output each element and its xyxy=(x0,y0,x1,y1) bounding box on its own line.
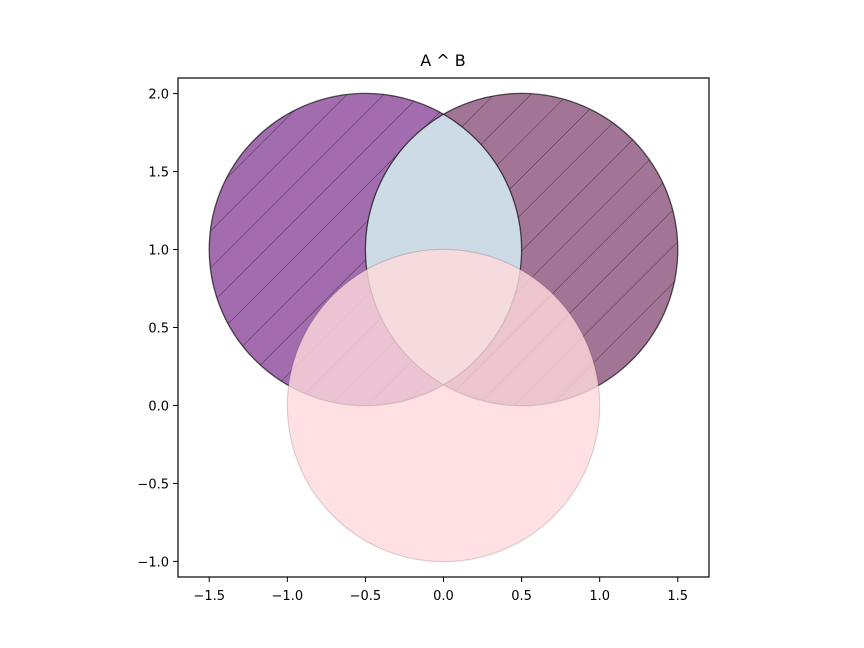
x-tick-label: 0.5 xyxy=(511,589,532,604)
circle-c xyxy=(286,248,601,563)
y-tick-label: −0.5 xyxy=(137,477,169,492)
x-tick-label: −1.5 xyxy=(193,589,225,604)
y-tick-label: 0.0 xyxy=(148,399,169,414)
y-tick-label: 2.0 xyxy=(148,88,169,103)
chart-title: A ^ B xyxy=(420,51,466,70)
plot-area xyxy=(208,92,679,563)
x-tick-label: 1.5 xyxy=(667,589,688,604)
x-tick-label: 0.0 xyxy=(433,589,454,604)
y-tick-label: −1.0 xyxy=(137,555,169,570)
axes: −1.5 −1.0 −0.5 0.0 0.5 1.0 1.5 −1.0 −0.5 0.0 0.5 1.… xyxy=(137,77,710,604)
y-tick-label: 1.0 xyxy=(148,244,169,259)
x-tick-label: 1.0 xyxy=(589,589,610,604)
x-tick-label: −1.0 xyxy=(272,589,304,604)
y-tick-label: 1.5 xyxy=(148,166,169,181)
y-tick-label: 0.5 xyxy=(148,322,169,337)
x-tick-label: −0.5 xyxy=(350,589,382,604)
